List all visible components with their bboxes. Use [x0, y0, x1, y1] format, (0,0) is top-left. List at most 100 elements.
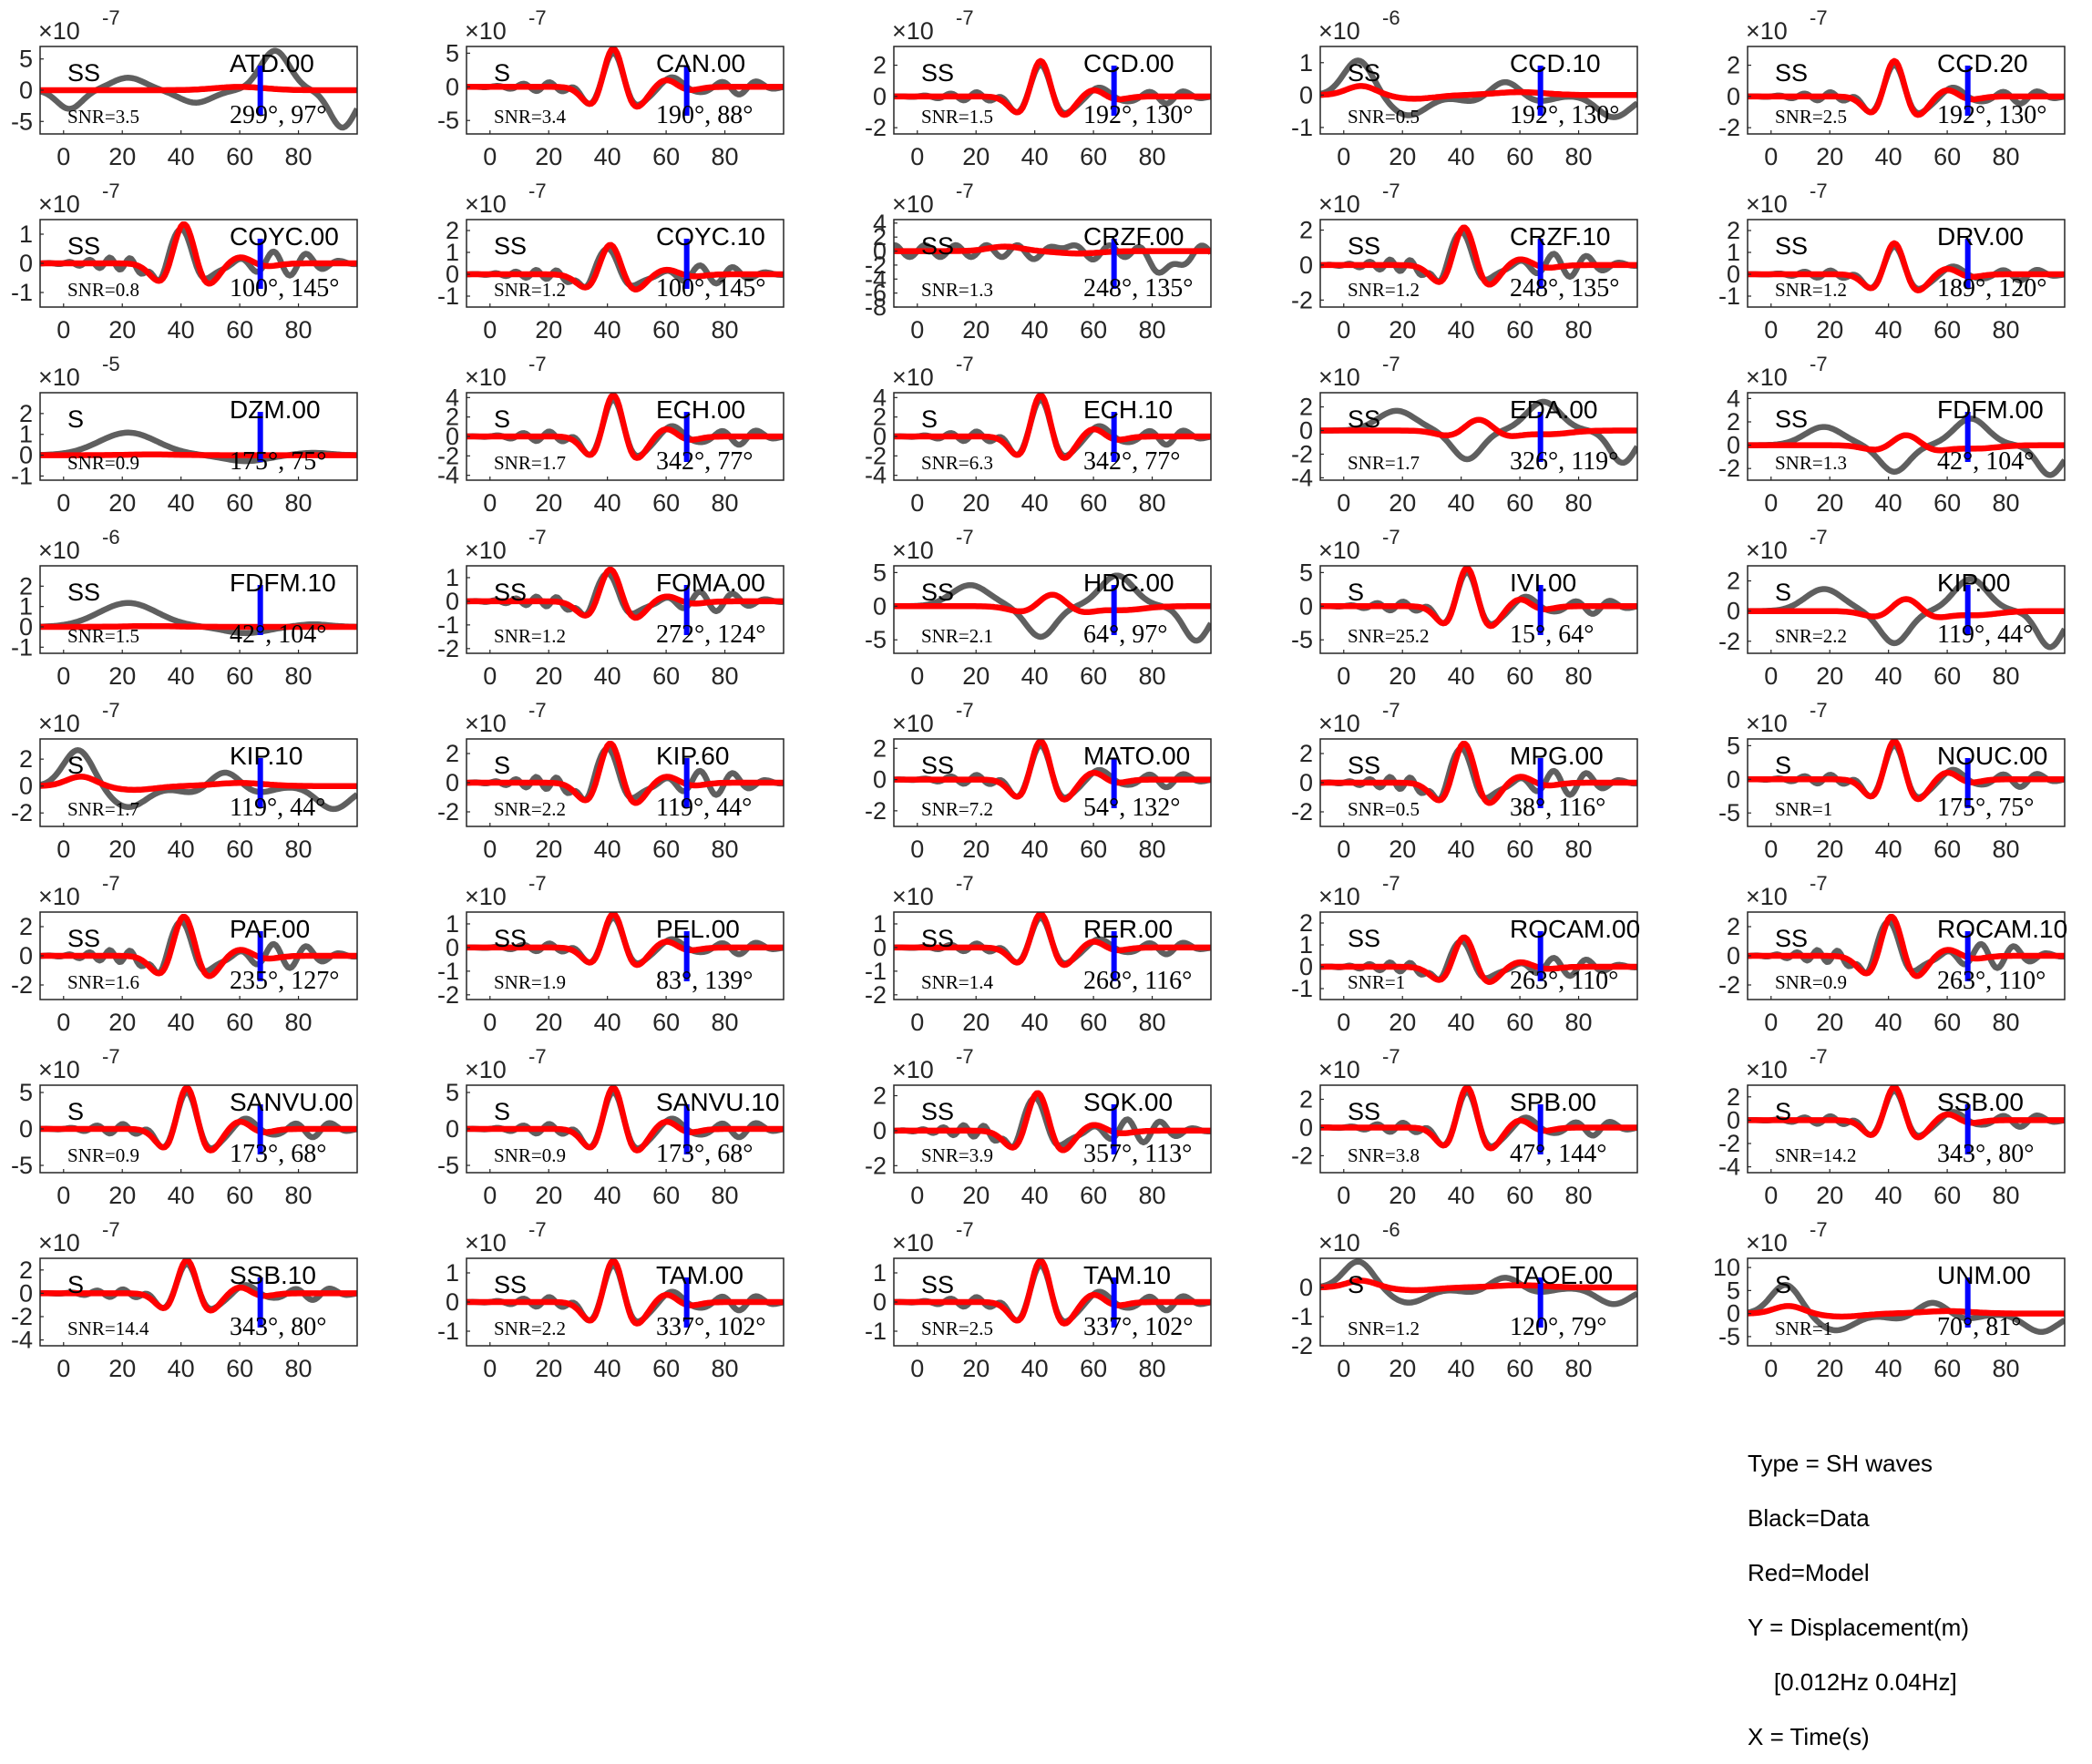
y-exponent: -7	[956, 353, 974, 375]
y-tick-label: 2	[19, 572, 33, 600]
phase-label: SS	[921, 232, 954, 260]
y-tick-label: -1	[437, 282, 459, 310]
x-tick-label: 60	[1080, 1182, 1107, 1209]
y-multiplier: ×10	[465, 17, 507, 45]
y-tick-label: 0	[1727, 432, 1740, 459]
station-label: DZM.00	[230, 395, 321, 424]
x-tick-label: 60	[226, 1355, 253, 1382]
azimuth-label: 190°, 88°	[656, 101, 753, 129]
x-tick-label: 60	[652, 836, 680, 863]
y-tick-label: 2	[1299, 1085, 1313, 1113]
x-tick-label: 0	[910, 316, 924, 344]
y-tick-label: 0	[19, 77, 33, 104]
data-trace	[40, 747, 357, 813]
x-tick-label: 40	[1021, 836, 1049, 863]
snr-label: SNR=3.8	[1348, 1144, 1420, 1166]
y-multiplier: ×10	[1318, 364, 1360, 391]
y-tick-label: 5	[1727, 732, 1740, 759]
station-label: KIP.10	[230, 742, 303, 770]
x-tick-label: 0	[1337, 1009, 1350, 1036]
y-multiplier: ×10	[38, 537, 80, 564]
y-exponent: -7	[528, 179, 547, 202]
x-tick-label: 40	[1021, 1355, 1049, 1382]
x-tick-label: 0	[1764, 489, 1778, 517]
x-tick-label: 60	[1080, 143, 1107, 170]
azimuth-label: 192°, 130°	[1510, 101, 1619, 129]
phase-label: SS	[67, 232, 100, 260]
x-tick-label: 40	[1875, 836, 1902, 863]
y-tick-label: 2	[19, 913, 33, 940]
x-tick-label: 0	[1764, 662, 1778, 690]
y-multiplier: ×10	[892, 1056, 934, 1083]
model-trace	[467, 1258, 784, 1327]
azimuth-label: 342°, 77°	[656, 447, 753, 476]
snr-label: SNR=1.2	[494, 279, 566, 301]
azimuth-label: 343°, 80°	[1937, 1140, 2034, 1168]
model-trace	[1320, 1085, 1637, 1152]
azimuth-label: 119°, 44°	[656, 794, 752, 822]
y-tick-label: 2	[1727, 913, 1740, 940]
x-tick-label: 40	[1448, 316, 1475, 344]
snr-label: SNR=1.3	[1775, 452, 1847, 474]
station-label: DRV.00	[1937, 222, 2024, 251]
azimuth-label: 248°, 135°	[1510, 274, 1619, 303]
x-tick-label: 80	[1993, 316, 2020, 344]
x-tick-label: 0	[1764, 1182, 1778, 1209]
station-label: KIP.00	[1937, 569, 2010, 597]
legend-x-axis: X = Time(s)	[1748, 1723, 1870, 1750]
x-tick-label: 20	[1389, 143, 1416, 170]
y-tick-label: -4	[1291, 464, 1313, 491]
azimuth-label: 272°, 124°	[656, 620, 765, 649]
y-exponent: -7	[102, 6, 120, 29]
y-multiplier: ×10	[1318, 710, 1360, 737]
azimuth-label: 100°, 145°	[230, 274, 339, 303]
station-label: SSB.00	[1937, 1088, 2024, 1116]
x-tick-label: 0	[1764, 143, 1778, 170]
y-multiplier: ×10	[892, 883, 934, 910]
y-tick-label: 5	[446, 39, 459, 67]
x-tick-label: 0	[483, 1009, 497, 1036]
y-tick-label: 1	[446, 910, 459, 938]
x-tick-label: 40	[168, 143, 195, 170]
phase-label: S	[1348, 579, 1364, 606]
station-label: FDFM.10	[230, 569, 336, 597]
y-tick-label: 1	[1299, 931, 1313, 959]
y-tick-label: 0	[873, 83, 887, 110]
y-tick-label: 0	[19, 1115, 33, 1143]
station-label: ECH.00	[656, 395, 745, 424]
snr-label: SNR=1.2	[1775, 279, 1847, 301]
phase-label: SS	[1348, 405, 1380, 433]
y-tick-label: 0	[873, 1117, 887, 1144]
x-tick-label: 80	[1993, 143, 2020, 170]
y-multiplier: ×10	[892, 710, 934, 737]
y-tick-label: 0	[1299, 81, 1313, 108]
y-tick-label: 0	[19, 942, 33, 969]
phase-label: SS	[1775, 59, 1808, 87]
y-multiplier: ×10	[38, 364, 80, 391]
x-tick-label: 20	[108, 1182, 136, 1209]
model-trace	[1748, 240, 2065, 293]
axes-box	[1319, 565, 1638, 654]
panel-ccd-10: 0 20 40 60 80 1 0 -1 ×10 -6 SS CCD.10 SNR=0.5 192°, 1…	[1291, 6, 1638, 170]
snr-label: SNR=1.5	[67, 625, 139, 647]
x-tick-label: 0	[910, 1355, 924, 1382]
x-tick-label: 80	[285, 489, 313, 517]
phase-label: SS	[1775, 232, 1808, 260]
x-tick-label: 40	[168, 1355, 195, 1382]
phase-label: S	[1348, 1271, 1364, 1298]
azimuth-label: 70°, 81°	[1937, 1313, 2021, 1341]
station-label: RER.00	[1083, 915, 1173, 943]
x-tick-label: 40	[168, 1182, 195, 1209]
y-tick-label: 0	[446, 588, 459, 615]
azimuth-label: 119°, 44°	[230, 794, 325, 822]
y-tick-label: 0	[873, 238, 887, 265]
x-tick-label: 80	[1565, 1355, 1593, 1382]
azimuth-label: 64°, 97°	[1083, 620, 1167, 649]
model-trace	[1320, 934, 1637, 985]
azimuth-label: 192°, 130°	[1083, 101, 1193, 129]
x-tick-label: 40	[1875, 489, 1902, 517]
phase-label: SS	[1775, 925, 1808, 952]
axes-box	[1319, 219, 1638, 308]
